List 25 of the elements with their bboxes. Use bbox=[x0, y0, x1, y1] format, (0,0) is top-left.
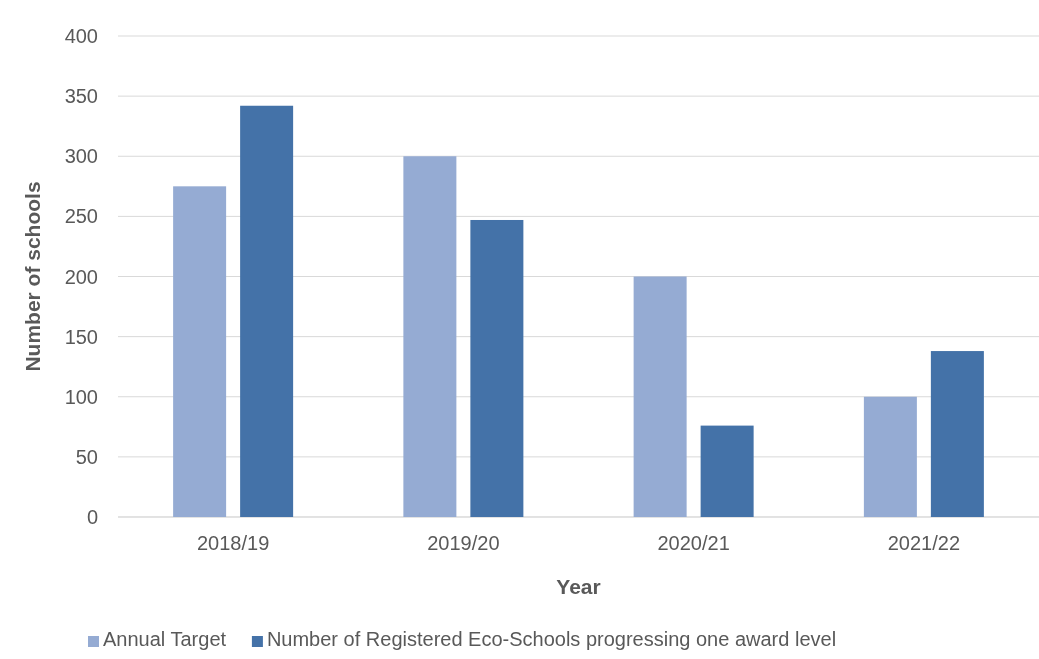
bar bbox=[633, 276, 687, 517]
bar bbox=[863, 396, 917, 517]
y-tick-label: 400 bbox=[64, 25, 98, 47]
y-tick-label: 300 bbox=[64, 145, 98, 168]
y-tick-label: 100 bbox=[64, 385, 98, 408]
x-tick-label: 2019/20 bbox=[427, 532, 500, 554]
y-tick-label: 250 bbox=[64, 205, 98, 228]
x-tick-label: 2018/19 bbox=[196, 532, 270, 554]
x-tick-label: 2020/21 bbox=[657, 532, 730, 554]
bar bbox=[700, 425, 754, 517]
legend-label: Annual Target bbox=[103, 628, 227, 650]
bar bbox=[403, 156, 457, 517]
bar bbox=[240, 105, 294, 517]
bar bbox=[930, 351, 984, 517]
y-tick-label: 350 bbox=[64, 85, 98, 108]
bar bbox=[173, 186, 227, 517]
y-axis-title: Number of schools bbox=[21, 181, 44, 372]
y-tick-label: 200 bbox=[64, 265, 98, 288]
legend-label: Number of Registered Eco-Schools progressing one award level bbox=[266, 628, 837, 650]
y-tick-label: 50 bbox=[75, 445, 98, 468]
x-tick-label: 2021/22 bbox=[887, 532, 961, 554]
y-tick-label: 150 bbox=[64, 325, 98, 348]
bar bbox=[470, 219, 524, 517]
x-axis-title: Year bbox=[556, 575, 601, 598]
y-tick-label: 0 bbox=[86, 506, 98, 528]
